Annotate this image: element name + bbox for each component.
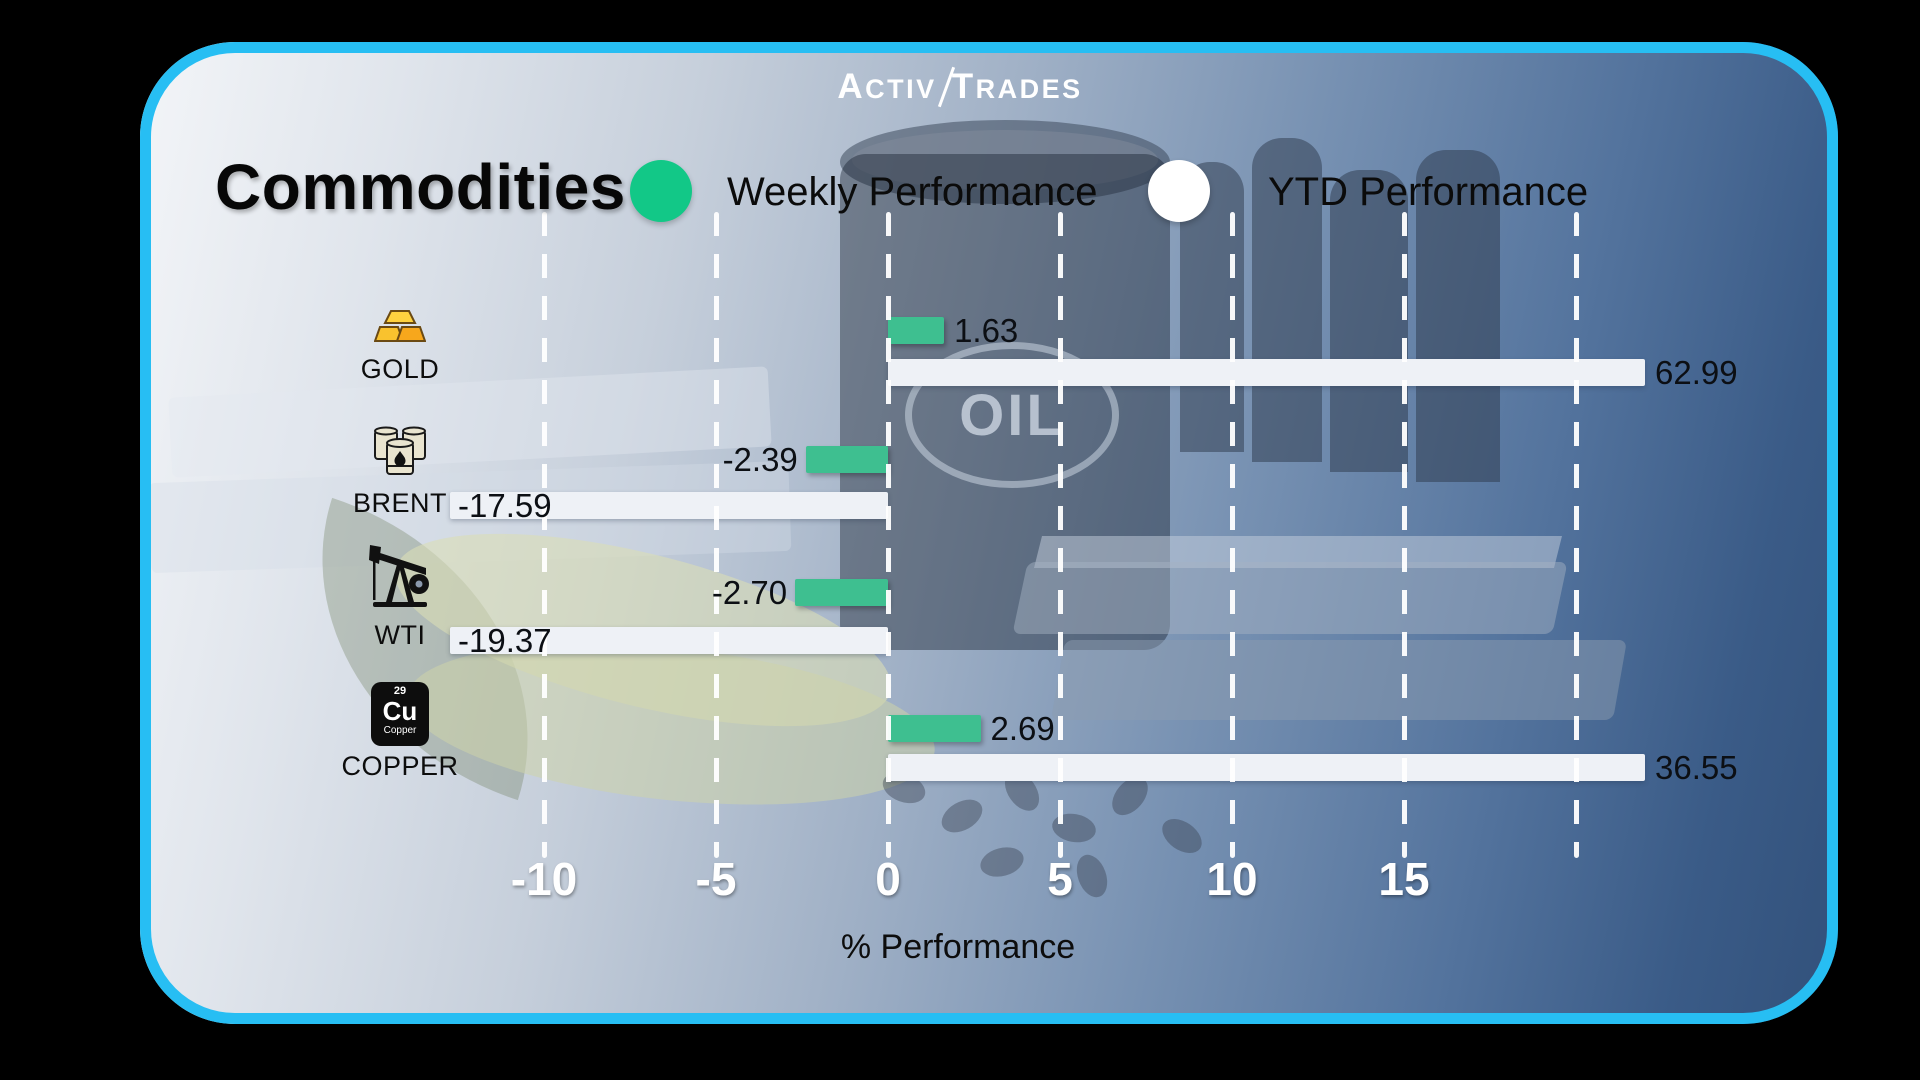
oil-barrel-image [840,120,1170,204]
card-background: OIL [140,42,1838,1024]
coffee-bean-image [935,792,989,840]
brent-ytd-bar [450,492,888,519]
row-label-brent: BRENT [295,424,505,519]
gridline [1229,212,1235,858]
x-tick-label: 5 [1047,853,1073,905]
gridline [713,212,719,858]
oil-barrel-label: OIL [905,342,1119,488]
brent-ytd-value: -17.59 [458,487,552,524]
logo-word-activ: Activ [837,67,937,106]
wti-weekly-value: -2.70 [711,574,788,611]
weekly-legend-label: Weekly Performance [727,170,1098,214]
oil-text: OIL [959,382,1065,448]
copper-symbol: Cu [382,696,418,726]
weekly-legend-dot [630,160,692,222]
oil-barrels-icon [372,424,428,483]
gridline [1401,212,1407,858]
copper-cylinder-image [1330,170,1408,472]
copper-ytd-value: 36.55 [1655,749,1738,786]
x-tick-label: 10 [1206,853,1258,905]
oil-barrel-image [852,130,1158,190]
row-label-copper: 29 Cu Copper COPPER [295,682,505,782]
gridline [1057,212,1063,858]
copper-ytd-bar [888,754,1645,781]
row-label-wti: WTI [295,538,505,651]
ytd-legend-label: YTD Performance [1268,170,1589,214]
gold-bars-icon [373,308,427,349]
row-label-gold: GOLD [295,308,505,385]
copper-cylinder-image [1252,138,1322,462]
gridline [541,212,547,858]
x-tick-label: -10 [510,853,578,905]
page-title: Commodities [215,151,626,223]
wti-weekly-bar [795,579,888,606]
copper-element-icon: 29 Cu Copper [371,682,429,746]
metal-bar-image [1012,562,1568,634]
gridline [885,212,891,858]
copper-element-name: Copper [383,725,417,736]
brent-weekly-value: -2.39 [722,441,798,478]
gold-weekly-bar [888,317,945,344]
wti-ytd-bar [450,627,888,654]
category-label: GOLD [360,354,440,384]
oil-pumpjack-icon [369,538,431,615]
metal-bar-image [1050,640,1628,720]
copper-cylinder-image [1416,150,1500,482]
copper-atomic-number: 29 [393,685,407,697]
x-tick-label: 15 [1378,853,1430,905]
x-tick-label: -5 [695,853,737,905]
wti-ytd-value: -19.37 [458,622,552,659]
category-label: WTI [374,620,426,650]
category-label: BRENT [352,488,447,518]
gold-ytd-value: 62.99 [1655,354,1738,391]
activtrades-logo: Activ Trades [0,66,1920,108]
copper-weekly-bar [888,715,981,742]
category-label: COPPER [341,751,459,781]
gold-ytd-bar [888,359,1645,386]
brent-weekly-bar [805,446,888,473]
x-axis-title: % Performance [840,928,1076,966]
gridline [1573,212,1579,858]
logo-word-trades: Trades [951,67,1083,106]
copper-weekly-value: 2.69 [990,710,1055,747]
gold-weekly-value: 1.63 [954,312,1019,349]
ytd-legend-dot [1148,160,1210,222]
x-tick-label: 0 [875,853,901,905]
